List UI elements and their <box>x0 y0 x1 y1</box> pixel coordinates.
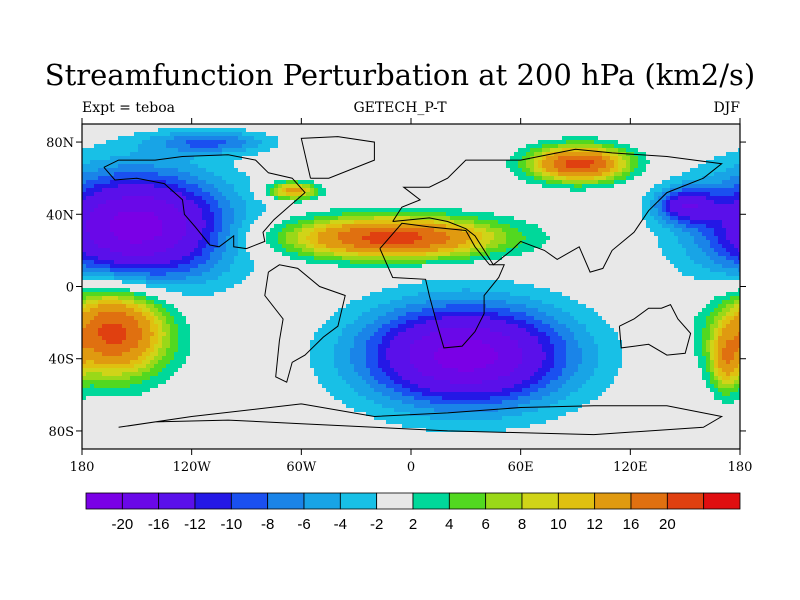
colorbar-label: 20 <box>659 516 676 533</box>
colorbar: -20 -16 -12 -10 -8 -6 -4 -2 2 4 6 8 10 12 16 20 <box>85 492 741 533</box>
lon-tick-label: 180 <box>70 460 95 475</box>
colorbar-label: -12 <box>184 516 206 533</box>
colorbar-label: -2 <box>370 516 383 533</box>
colorbar-swatch <box>158 492 196 510</box>
colorbar-swatch <box>630 492 668 510</box>
lat-tick-label: 40S <box>49 353 74 368</box>
coastlines <box>103 136 724 436</box>
colorbar-label: 8 <box>518 516 526 533</box>
lat-tick-label: 80S <box>49 425 74 440</box>
map-title: Streamfunction Perturbation at 200 hPa (… <box>44 58 756 92</box>
colorbar-swatch <box>666 492 705 510</box>
colorbar-swatch <box>121 492 160 510</box>
colorbar-label: -6 <box>297 516 310 533</box>
colorbar-swatch <box>267 492 305 510</box>
colorbar-swatch <box>85 492 123 510</box>
colorbar-label: 16 <box>623 516 640 533</box>
lat-tick-label: 40N <box>46 208 74 223</box>
colorbar-label: -4 <box>334 516 347 533</box>
model-label: GETECH_P-T <box>353 100 447 116</box>
colorbar-swatch <box>412 492 450 510</box>
colorbar-label: 12 <box>586 516 603 533</box>
colorbar-label: -16 <box>148 516 170 533</box>
lon-tick-label: 0 <box>407 460 415 475</box>
lat-tick-label: 80N <box>46 136 74 151</box>
season-label: DJF <box>713 100 740 116</box>
colorbar-swatch <box>230 492 269 510</box>
colorbar-swatch <box>376 492 414 510</box>
colorbar-swatch <box>521 492 559 510</box>
colorbar-label: -10 <box>220 516 242 533</box>
colorbar-label: 10 <box>550 516 567 533</box>
colorbar-swatch <box>448 492 487 510</box>
colorbar-swatch <box>594 492 632 510</box>
colorbar-label: -8 <box>261 516 274 533</box>
map-axes: 180 120W 60W 0 60E 120E 180 80N 40N 0 40S 80S <box>46 118 752 475</box>
colorbar-swatch <box>557 492 596 510</box>
colorbar-label: 2 <box>409 516 417 533</box>
colorbar-swatch <box>703 492 741 510</box>
lon-tick-label: 60E <box>508 460 534 475</box>
colorbar-swatch <box>194 492 232 510</box>
lon-tick-label: 60W <box>286 460 317 475</box>
lon-tick-label: 120E <box>613 460 647 475</box>
lon-tick-label: 180 <box>728 460 753 475</box>
colorbar-swatch <box>485 492 523 510</box>
contour-field <box>82 124 740 449</box>
lon-tick-label: 120W <box>173 460 212 475</box>
colorbar-label: 4 <box>445 516 453 533</box>
lat-tick-label: 0 <box>66 281 74 296</box>
colorbar-label: 6 <box>481 516 489 533</box>
colorbar-swatch <box>339 492 378 510</box>
colorbar-label: -20 <box>111 516 133 533</box>
experiment-label: Expt = teboa <box>82 100 175 116</box>
colorbar-swatch <box>303 492 341 510</box>
